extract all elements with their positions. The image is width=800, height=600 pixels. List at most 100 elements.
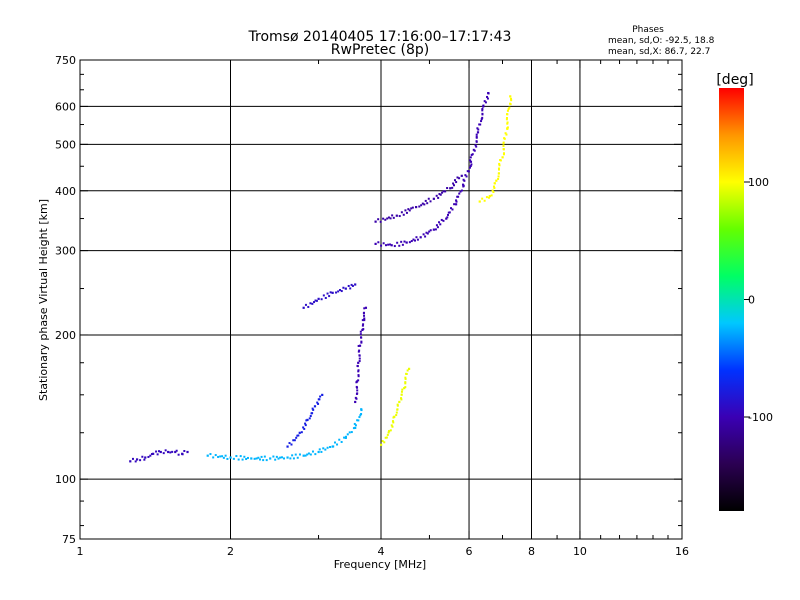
- echo-point: [274, 458, 277, 461]
- echo-point: [379, 220, 382, 223]
- echo-point: [340, 440, 343, 443]
- echo-point: [322, 447, 325, 450]
- echo-point: [451, 186, 454, 189]
- echo-point: [300, 431, 303, 434]
- echo-point: [509, 103, 512, 106]
- echo-point: [171, 450, 174, 453]
- trace: [478, 95, 513, 203]
- echo-point: [150, 453, 153, 456]
- x-axis-label: Frequency [MHz]: [334, 558, 426, 571]
- echo-point: [286, 445, 289, 448]
- echo-point: [405, 241, 408, 244]
- y-axis-label: Stationary phase Virtual Height [km]: [37, 199, 50, 401]
- echo-point: [415, 236, 418, 239]
- echo-point: [250, 457, 253, 460]
- echo-point: [398, 400, 401, 404]
- echo-point: [486, 97, 489, 100]
- echo-point: [350, 431, 353, 434]
- echo-point: [329, 291, 332, 294]
- echo-point: [429, 200, 432, 203]
- echo-point: [186, 450, 189, 454]
- echo-point: [357, 361, 360, 364]
- echo-point: [357, 379, 360, 382]
- echo-point: [461, 183, 464, 186]
- echo-point: [318, 398, 321, 401]
- echo-point: [393, 415, 396, 418]
- echo-point: [294, 453, 297, 456]
- echo-point: [358, 360, 361, 363]
- echo-point: [404, 381, 407, 384]
- x-tick-label: 4: [378, 545, 385, 558]
- echo-point: [255, 457, 258, 460]
- echo-point: [510, 97, 513, 100]
- stats-o-mode: mean, sd,O: -92.5, 18.8: [608, 36, 715, 46]
- x-tick-label: 1: [77, 545, 84, 558]
- echo-point: [400, 398, 403, 401]
- echo-point: [350, 283, 353, 286]
- echo-point: [359, 336, 362, 339]
- echo-point: [358, 344, 362, 347]
- echo-point: [232, 457, 235, 460]
- echo-point: [246, 456, 249, 459]
- echo-point: [401, 243, 404, 246]
- echo-point: [400, 390, 403, 393]
- echo-point: [259, 458, 262, 461]
- echo-point: [460, 189, 463, 192]
- echo-point: [506, 109, 509, 112]
- echo-point: [408, 209, 411, 212]
- echo-point: [262, 459, 265, 462]
- axis-ticks: 1 2 4 6 8 10 16 75 100 200 300 400 500 600 750: [55, 54, 689, 558]
- echo-point: [400, 393, 403, 396]
- echo-point: [290, 443, 293, 446]
- echo-point: [470, 163, 473, 166]
- echo-point: [328, 295, 331, 298]
- echo-point: [383, 441, 386, 444]
- echo-point: [302, 426, 305, 429]
- echo-point: [319, 395, 322, 398]
- echo-point: [396, 404, 399, 407]
- echo-point: [363, 307, 366, 310]
- trace: [380, 367, 411, 446]
- echo-point: [502, 153, 505, 156]
- echo-point: [426, 202, 429, 205]
- echo-point: [438, 193, 441, 196]
- echo-point: [355, 397, 358, 400]
- echo-point: [493, 187, 496, 190]
- echo-point: [355, 385, 358, 388]
- echo-point: [316, 401, 319, 404]
- echo-point: [243, 455, 246, 458]
- echo-point: [381, 440, 384, 443]
- echo-point: [221, 455, 224, 458]
- echo-point: [309, 302, 312, 305]
- echo-point: [423, 203, 426, 206]
- echo-point: [475, 140, 478, 143]
- echo-point: [480, 118, 483, 121]
- echo-point: [419, 236, 422, 239]
- echo-point: [492, 191, 495, 194]
- echo-point: [474, 144, 477, 147]
- echo-point: [440, 218, 443, 221]
- echo-point: [356, 364, 359, 367]
- echo-point: [432, 228, 435, 231]
- echo-point: [469, 159, 472, 162]
- data-points: [129, 91, 513, 463]
- echo-point: [425, 231, 428, 234]
- echo-point: [224, 454, 227, 457]
- echo-point: [253, 457, 256, 460]
- echo-point: [471, 153, 474, 156]
- echo-point: [359, 330, 362, 333]
- echo-point: [505, 133, 508, 136]
- echo-point: [324, 296, 327, 299]
- echo-point: [306, 418, 309, 422]
- echo-point: [497, 175, 500, 178]
- echo-point: [477, 128, 480, 131]
- echo-point: [139, 459, 142, 462]
- echo-point: [407, 367, 411, 370]
- echo-point: [439, 193, 442, 196]
- echo-point: [364, 306, 368, 309]
- echo-point: [167, 450, 170, 454]
- echo-point: [389, 243, 392, 246]
- echo-point: [314, 299, 317, 302]
- echo-point: [502, 152, 505, 155]
- echo-point: [326, 446, 329, 449]
